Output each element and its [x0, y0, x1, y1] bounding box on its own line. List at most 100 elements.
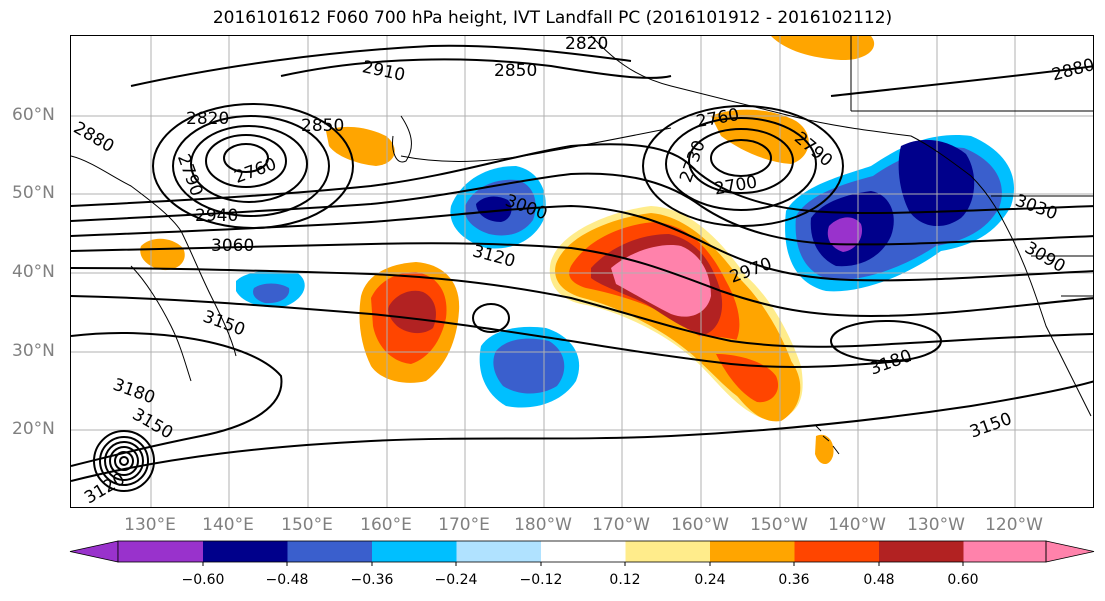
colorbar-cell: [203, 541, 288, 562]
colorbar-tick-label: −0.36: [350, 572, 394, 588]
map-title: 2016101612 F060 700 hPa height, IVT Land…: [212, 8, 893, 28]
colorbar-cells: [69, 540, 1095, 566]
colorbar-tick-label: −0.60: [181, 572, 225, 588]
colorbar-cell: [287, 541, 372, 562]
positive-anomaly-west-pacific-darkred: [388, 290, 436, 334]
colorbar-tick-label: −0.48: [265, 572, 309, 588]
colorbar-cell: [541, 541, 626, 562]
positive-anomaly-east-pacific-pink: [611, 245, 711, 317]
contour-label: 3150: [200, 307, 247, 341]
negative-anomaly-west-mid: [253, 283, 290, 304]
positive-patch-japan: [140, 238, 185, 271]
typhoon-contour-1: [119, 456, 129, 466]
positive-patch-kamchatka: [326, 126, 395, 166]
positive-patch-alaska: [711, 109, 809, 164]
contour-label: 3180: [867, 346, 914, 380]
lat-label-50n: 50°N: [12, 183, 55, 203]
contour-label: 3090: [1021, 238, 1068, 277]
contour-labels: 2820 2910 2850 2880 2880 2820 2850 2790 …: [71, 36, 1094, 507]
colorbar-tick-label: −0.12: [519, 572, 563, 588]
contour-label: 2820: [565, 36, 608, 54]
contour-label: 3150: [129, 405, 176, 444]
colorbar-outline: [117, 540, 1047, 563]
map-canvas: 2820 2910 2850 2880 2880 2820 2850 2790 …: [71, 36, 1094, 507]
contour-jet-5: [71, 267, 1093, 348]
contour-east-low-3: [665, 117, 817, 211]
typhoon-contour-4: [104, 441, 144, 481]
contour-high-east: [830, 320, 942, 362]
lat-label-20n: 20°N: [12, 419, 55, 439]
contour-south-3150: [71, 380, 1093, 482]
lon-label-170e: 170°E: [438, 515, 490, 535]
colorbar-tick-label: 0.48: [863, 572, 895, 588]
lat-label-30n: 30°N: [12, 341, 55, 361]
colorbar-cell: [710, 541, 795, 562]
contour-jet-1: [71, 143, 1093, 215]
contour-label: 2850: [301, 116, 344, 136]
contour-label: 2850: [494, 61, 537, 81]
colorbar-extend-max: [1045, 540, 1095, 563]
negative-anomaly-bc-dark: [898, 139, 975, 227]
lon-label-160w: 160°W: [671, 515, 729, 535]
colorbar-extend-min: [69, 540, 119, 563]
colorbar-tick-label: 0.24: [694, 572, 726, 588]
contour-west-low-1: [223, 143, 269, 173]
contour-jet-6: [71, 295, 912, 368]
positive-patch-top: [771, 36, 875, 61]
map-panel: 2820 2910 2850 2880 2880 2820 2850 2790 …: [70, 35, 1094, 508]
kamchatka-coast: [392, 115, 412, 163]
contour-west-low-3: [190, 125, 308, 203]
positive-patch-hawaii: [815, 434, 834, 465]
aleutians: [400, 127, 672, 162]
north-america-interior: [850, 36, 1093, 297]
contour-north-2: [130, 44, 632, 87]
negative-anomaly-north-pacific-dark: [476, 196, 512, 222]
typhoon-contour-2: [114, 451, 134, 471]
contour-label: 3060: [211, 236, 254, 256]
lon-label-160e: 160°E: [360, 515, 412, 535]
contour-label: 2790: [173, 151, 207, 198]
lon-label-150e: 150°E: [281, 515, 333, 535]
colorbar-tick-label: 0.12: [609, 572, 641, 588]
contour-east-low-1: [710, 139, 772, 177]
negative-anomaly-central-pacific-mid: [493, 338, 565, 394]
typhoon-contour-3: [109, 446, 139, 476]
height-contours: [71, 44, 1093, 492]
contour-jet-4: [71, 242, 1093, 318]
contour-west-low-2: [205, 134, 287, 188]
contour-north-3: [830, 65, 1093, 97]
lon-label-150w: 150°W: [750, 515, 808, 535]
contour-southwest-high: [71, 331, 283, 467]
coastlines: [71, 36, 1093, 455]
colorbar-tick-label: 0.36: [778, 572, 810, 588]
contour-east-low-2: [688, 128, 794, 194]
colorbar-cell: [879, 541, 964, 562]
contour-label: 2760: [232, 154, 279, 188]
lon-label-140e: 140°E: [202, 515, 254, 535]
contour-jet-3: [71, 204, 1093, 282]
colorbar-cell: [372, 541, 457, 562]
contour-north-1: [280, 58, 672, 79]
contour-label: 2880: [71, 118, 117, 157]
alaska-coast: [590, 36, 1092, 417]
lon-label-120w: 120°W: [985, 515, 1043, 535]
lon-label-130e: 130°E: [124, 515, 176, 535]
hawaii: [815, 425, 840, 455]
contour-label: 3150: [967, 409, 1014, 443]
contour-jet-2: [71, 172, 1093, 246]
colorbar-tick-label: 0.60: [947, 572, 979, 588]
contour-label: 2880: [1050, 55, 1094, 86]
colorbar-cell: [963, 541, 1046, 562]
lon-label-130w: 130°W: [907, 515, 965, 535]
contour-label: 2700: [713, 172, 759, 199]
lon-label-180w: 180°W: [514, 515, 572, 535]
contour-west-low-4: [172, 115, 330, 217]
contour-label: 2940: [195, 206, 238, 226]
contour-high-central: [472, 303, 510, 333]
colorbar-tick-label: −0.24: [434, 572, 478, 588]
contour-label: 2820: [186, 109, 229, 129]
colorbar-cell: [118, 541, 203, 562]
colorbar-cell: [794, 541, 879, 562]
ivt-shading: [140, 36, 1015, 465]
lat-label-40n: 40°N: [12, 262, 55, 282]
